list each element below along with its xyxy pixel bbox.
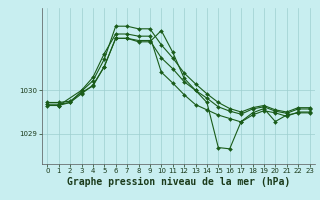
X-axis label: Graphe pression niveau de la mer (hPa): Graphe pression niveau de la mer (hPa) (67, 177, 290, 187)
